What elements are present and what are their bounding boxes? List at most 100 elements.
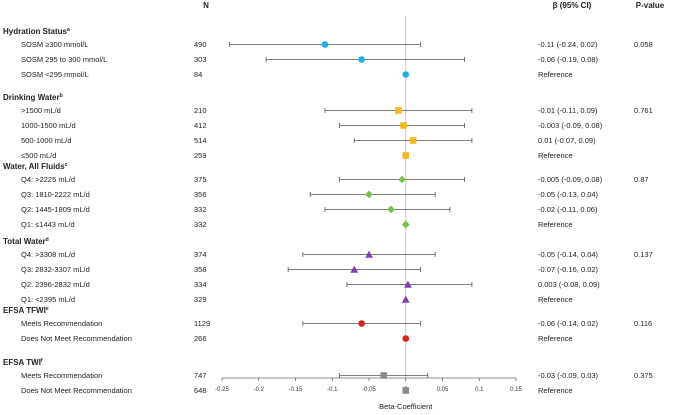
estimate-marker-square — [395, 107, 402, 114]
group-title: Hydration Statusa — [3, 27, 70, 36]
row-label: 1000-1500 mL/d — [21, 121, 76, 130]
estimate-marker-circle — [402, 335, 410, 342]
estimate-marker-triangle — [350, 265, 359, 273]
row-pvalue: 0.375 — [634, 371, 653, 380]
group-title: EFSA TFWIe — [3, 306, 49, 315]
group-title: Total Waterd — [3, 237, 49, 246]
row-pvalue: 0.87 — [634, 175, 649, 184]
estimate-marker-diamond — [387, 205, 395, 214]
group-title: Drinking Waterb — [3, 93, 63, 102]
row-ci-text: Reference — [538, 70, 573, 79]
row-n-value: 490 — [194, 40, 207, 49]
row-ci-text: 0.003 (-0.08, 0.09) — [538, 280, 600, 289]
row-n-value: 374 — [194, 250, 207, 259]
estimate-marker-triangle — [401, 295, 410, 303]
row-n-value: 329 — [194, 295, 207, 304]
row-n-value: 358 — [194, 265, 207, 274]
estimate-marker-square — [400, 122, 407, 129]
row-n-value: 356 — [194, 190, 207, 199]
x-axis-title: Beta-Coefficient — [379, 402, 433, 411]
row-ci-text: Reference — [538, 220, 573, 229]
row-label: >1500 mL/d — [21, 106, 61, 115]
estimate-marker-triangle — [404, 280, 412, 288]
group-title: Water, All Fluidsc — [3, 162, 68, 171]
row-label: Q4: >2225 mL/d — [21, 175, 75, 184]
row-n-value: 266 — [194, 334, 207, 343]
x-tick-label: -0.25 — [215, 387, 229, 393]
estimate-marker-triangle — [365, 250, 373, 258]
row-label: Q4: >3308 mL/d — [21, 250, 75, 259]
estimate-marker-square — [402, 152, 410, 159]
estimate-marker-circle — [321, 41, 329, 48]
row-label: SOSM 295 to 300 mmol/L — [21, 55, 107, 64]
estimate-marker-diamond — [365, 190, 373, 199]
x-tick-label: -0.05 — [362, 387, 376, 393]
row-ci-text: -0.005 (-0.09, 0.08) — [538, 175, 603, 184]
row-pvalue: 0.058 — [634, 40, 653, 49]
row-ci-text: -0.03 (-0.09, 0.03) — [538, 371, 599, 380]
row-label: SOSM <295 mmol/L — [21, 70, 89, 79]
estimate-marker-square — [409, 137, 417, 144]
row-ci-text: -0.07 (-0.16, 0.02) — [538, 265, 599, 274]
estimate-marker-circle — [358, 56, 365, 63]
row-n-value: 412 — [194, 121, 207, 130]
row-pvalue: 0.137 — [634, 250, 653, 259]
row-ci-text: -0.05 (-0.13, 0.04) — [538, 190, 599, 199]
x-tick-label: -0.2 — [254, 387, 265, 393]
row-n-value: 259 — [194, 151, 207, 160]
row-n-value: 375 — [194, 175, 207, 184]
row-n-value: 303 — [194, 55, 207, 64]
row-n-value: 1129 — [194, 319, 210, 328]
x-tick-label: 0.15 — [510, 387, 522, 393]
row-ci-text: -0.06 (-0.19, 0.08) — [538, 55, 599, 64]
row-label: Does Not Meet Recommendation — [21, 334, 132, 343]
row-label: Q3: 1810-2222 mL/d — [21, 190, 90, 199]
row-pvalue: 0.761 — [634, 106, 653, 115]
x-tick-label: -0.15 — [289, 387, 303, 393]
row-n-value: 84 — [194, 70, 202, 79]
row-label: Meets Recommendation — [21, 371, 102, 380]
row-ci-text: -0.06 (-0.14, 0.02) — [538, 319, 599, 328]
row-label: ≤500 mL/d — [21, 151, 56, 160]
row-pvalue: 0.116 — [634, 319, 652, 328]
estimate-marker-square — [380, 372, 387, 379]
row-ci-text: -0.003 (-0.09, 0.08) — [538, 121, 603, 130]
row-n-value: 332 — [194, 205, 207, 214]
estimate-marker-diamond — [398, 175, 406, 184]
row-label: Q2: 2396-2832 mL/d — [21, 280, 90, 289]
row-ci-text: -0.11 (-0.24, 0.02) — [538, 40, 598, 49]
ci-column-header: β (95% CI) — [553, 1, 592, 10]
row-label: Q1: <2395 mL/d — [21, 295, 75, 304]
row-label: Q1: ≤1443 mL/d — [21, 220, 75, 229]
row-label: Q2: 1445-1809 mL/d — [21, 205, 90, 214]
row-ci-text: -0.05 (-0.14, 0.04) — [538, 250, 599, 259]
pvalue-column-header: P-value — [636, 1, 665, 10]
group-title: EFSA TWIf — [3, 358, 43, 367]
x-tick-label: -0.1 — [327, 387, 338, 393]
row-label: Meets Recommendation — [21, 319, 102, 328]
row-n-value: 334 — [194, 280, 207, 289]
row-label: 500-1000 mL/d — [21, 136, 71, 145]
row-ci-text: -0.02 (-0.11, 0.06) — [538, 205, 598, 214]
row-ci-text: Reference — [538, 151, 573, 160]
x-tick-label: 0.1 — [475, 387, 484, 393]
row-label: Does Not Meet Recommendation — [21, 386, 132, 395]
row-label: Q3: 2832-3307 mL/d — [21, 265, 90, 274]
row-ci-text: Reference — [538, 295, 573, 304]
estimate-marker-circle — [358, 320, 365, 327]
row-ci-text: -0.01 (-0.11, 0.09) — [538, 106, 598, 115]
row-n-value: 747 — [194, 371, 207, 380]
row-ci-text: 0.01 (-0.07, 0.09) — [538, 136, 596, 145]
row-label: SOSM ≥300 mmol/L — [21, 40, 88, 49]
row-ci-text: Reference — [538, 386, 573, 395]
estimate-marker-circle — [402, 71, 410, 78]
row-n-value: 332 — [194, 220, 207, 229]
estimate-marker-diamond — [401, 220, 410, 229]
row-n-value: 210 — [194, 106, 207, 115]
estimate-marker-square — [402, 387, 410, 394]
row-n-value: 514 — [194, 136, 207, 145]
n-column-header: N — [203, 1, 209, 10]
row-n-value: 648 — [194, 386, 207, 395]
